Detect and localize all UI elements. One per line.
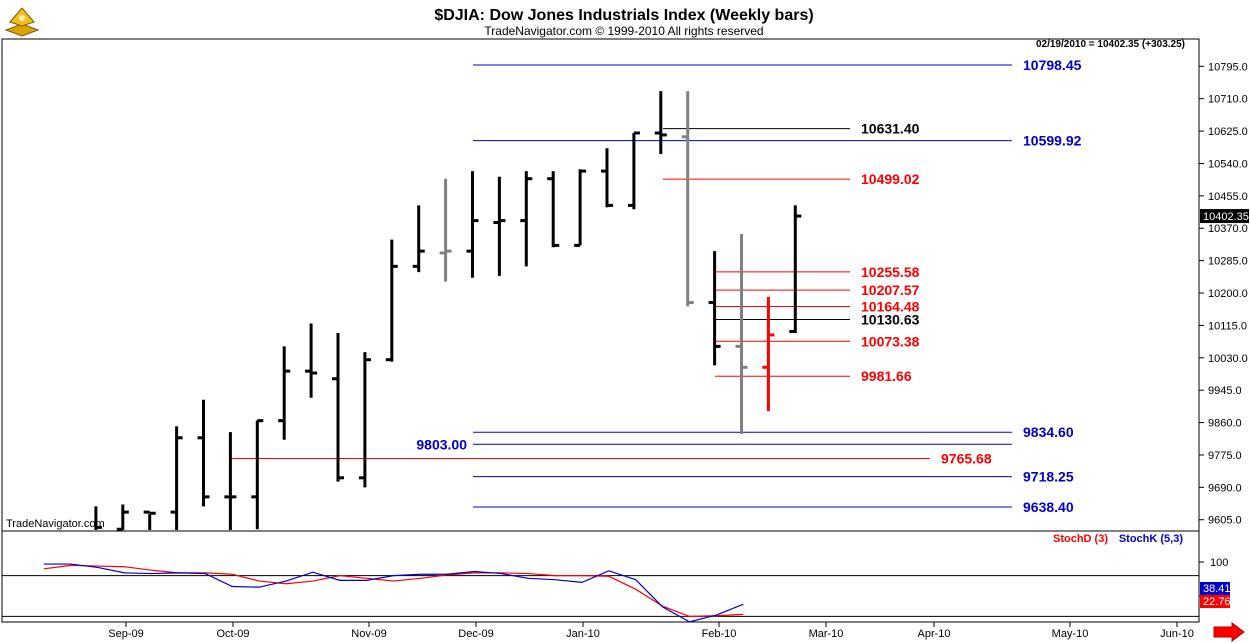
date-tick-label: Jun-10	[1160, 628, 1194, 640]
level-label: 10798.45	[1023, 57, 1082, 73]
price-tick-label: 10795.0	[1208, 61, 1248, 73]
ohlc-bar	[574, 169, 587, 247]
level-lines: 10798.45 10631.40 10599.92 10499.02 10255.58…	[232, 57, 1082, 515]
price-tick-label: 10030.0	[1208, 353, 1248, 365]
ohlc-bar	[601, 148, 613, 208]
date-tick-label: Mar-10	[809, 628, 844, 640]
price-tick-label: 9775.0	[1208, 450, 1242, 462]
date-tick-label: Jan-10	[566, 628, 600, 640]
date-tick-label: May-10	[1052, 628, 1089, 640]
price-axis: 10795.0 10710.0 10625.0 10540.0 10455.0 10370…	[1199, 61, 1249, 527]
ohlc-bar	[412, 205, 425, 273]
trade-navigator-logo-icon[interactable]	[4, 7, 40, 37]
date-tick-label: Sep-09	[108, 628, 143, 640]
ohlc-bar	[251, 419, 264, 530]
date-axis: Sep-09 Oct-09 Nov-09 Dec-09 Jan-10 Feb-10 Mar-…	[108, 622, 1194, 640]
stoch-tick-label: 100	[1210, 557, 1228, 569]
ohlc-bar	[627, 131, 640, 210]
date-tick-label: Feb-10	[702, 628, 737, 640]
level-label: 10073.38	[861, 333, 920, 349]
ohlc-bar	[358, 352, 371, 488]
price-tick-label: 9605.0	[1208, 515, 1242, 527]
date-tick-label: Nov-09	[351, 628, 386, 640]
ohlc-bar	[197, 399, 210, 507]
ohlc-bar	[305, 323, 318, 398]
price-tick-label: 10540.0	[1208, 158, 1248, 170]
stochd-value-box	[1200, 595, 1230, 608]
price-tick-label: 10455.0	[1208, 191, 1248, 203]
ohlc-bar	[170, 426, 183, 530]
ohlc-bar	[654, 91, 667, 154]
price-tick-label: 9690.0	[1208, 482, 1242, 494]
ohlc-bars	[94, 91, 802, 531]
level-label: 10599.92	[1023, 133, 1082, 149]
ohlc-bar	[493, 176, 506, 276]
level-label: 9765.68	[941, 451, 992, 467]
ohlc-bar	[143, 510, 156, 530]
price-tick-label: 10285.0	[1208, 256, 1248, 268]
stoch-series-line	[43, 564, 744, 618]
date-tick-label: Dec-09	[458, 628, 493, 640]
ohlc-bar	[762, 296, 775, 412]
price-tick-label: 10115.0	[1208, 320, 1247, 332]
stochk-value-box	[1200, 582, 1230, 595]
ohlc-bar	[94, 506, 102, 530]
ohlc-bar	[547, 171, 560, 248]
level-label: 9981.66	[861, 368, 912, 384]
price-tick-label: 10200.0	[1208, 288, 1248, 300]
watermark-label: TradeNavigator.com	[6, 518, 105, 530]
chart-subtitle: TradeNavigator.com © 1999-2010 All right…	[484, 24, 763, 38]
ohlc-bar	[224, 432, 237, 530]
price-tick-label: 9945.0	[1208, 385, 1242, 397]
level-label: 9803.00	[416, 436, 467, 452]
ohlc-bar	[708, 251, 721, 366]
level-label: 10631.40	[861, 121, 920, 137]
level-label: 10499.02	[861, 171, 920, 187]
ohlc-bar	[735, 233, 748, 434]
ohlc-bar	[116, 504, 129, 531]
chart-title: $DJIA: Dow Jones Industrials Index (Week…	[434, 7, 813, 24]
stochd-value-label: 22.76	[1203, 596, 1231, 608]
level-label: 10207.57	[861, 282, 920, 298]
ohlc-bar	[385, 239, 398, 362]
price-tick-label: 10625.0	[1208, 126, 1248, 138]
price-tick-label: 9860.0	[1208, 418, 1242, 430]
ohlc-bar	[789, 205, 802, 334]
ohlc-bar	[520, 171, 533, 267]
date-tick-label: Oct-09	[216, 628, 249, 640]
legend-stochk: StochK (5,3)	[1119, 533, 1184, 545]
legend-stochd: StochD (3)	[1053, 533, 1108, 545]
level-label: 10130.63	[861, 311, 920, 327]
ohlc-bar	[681, 91, 694, 307]
level-label: 9638.40	[1023, 499, 1074, 515]
level-label: 10255.58	[861, 264, 920, 280]
ohlc-bar	[332, 333, 344, 482]
level-label: 9718.25	[1023, 469, 1074, 485]
level-label: 9834.60	[1023, 424, 1074, 440]
ohlc-bar	[466, 171, 479, 278]
stoch-series-line	[43, 563, 744, 623]
last-price-box	[1200, 209, 1249, 224]
scroll-right-arrow-icon[interactable]	[1213, 622, 1245, 642]
level-label: 10164.48	[861, 299, 920, 315]
price-tick-label: 10370.0	[1208, 223, 1248, 235]
last-quote: 02/19/2010 = 10402.35 (+303.25)	[1036, 39, 1185, 50]
ohlc-bar	[278, 346, 291, 440]
price-tick-label: 10710.0	[1208, 94, 1248, 106]
date-tick-label: Apr-10	[917, 628, 950, 640]
ohlc-bar	[439, 178, 452, 282]
stochk-value-label: 38.41	[1203, 583, 1231, 595]
last-price-label: 10402.35	[1203, 211, 1249, 223]
